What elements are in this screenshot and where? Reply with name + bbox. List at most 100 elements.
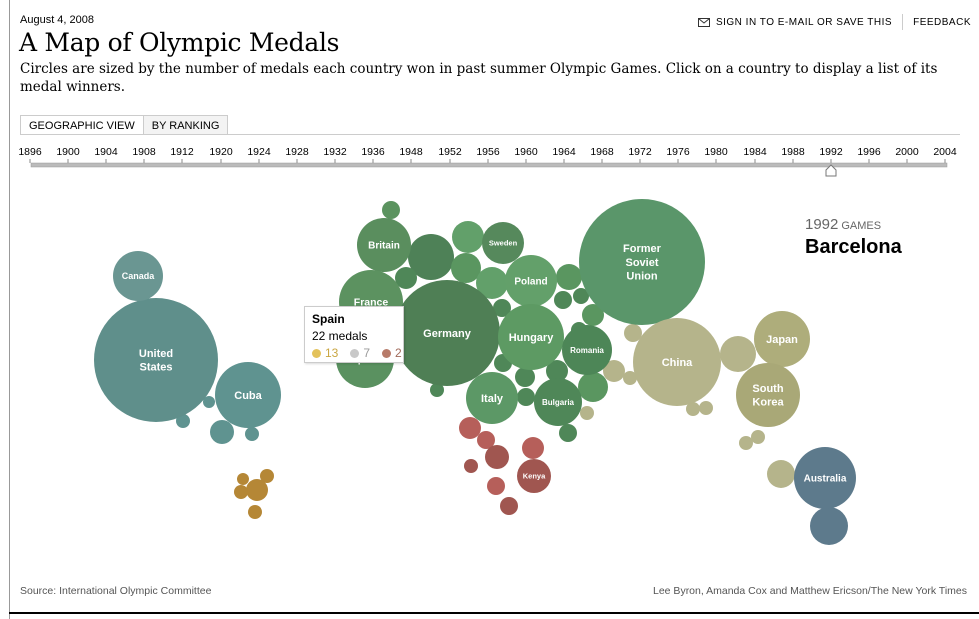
- bubble-label-south-korea: South Korea: [752, 383, 784, 409]
- country-bubble[interactable]: [582, 304, 604, 326]
- country-bubble[interactable]: [623, 371, 637, 385]
- timeline-year-1968[interactable]: 1968: [590, 146, 614, 158]
- timeline-year-1956[interactable]: 1956: [476, 146, 500, 158]
- sign-in-link[interactable]: SIGN IN TO E-MAIL OR SAVE THIS: [697, 17, 892, 28]
- timeline-year-2004[interactable]: 2004: [933, 146, 957, 158]
- timeline-year-1960[interactable]: 1960: [514, 146, 538, 158]
- country-bubble[interactable]: [452, 221, 484, 253]
- bubble-australia[interactable]: [794, 447, 856, 509]
- bubble-bulgaria[interactable]: [534, 378, 582, 426]
- country-bubble[interactable]: [739, 436, 753, 450]
- bubble-poland[interactable]: [505, 255, 557, 307]
- country-bubble[interactable]: [485, 445, 509, 469]
- timeline-year-1936[interactable]: 1936: [361, 146, 385, 158]
- bubble-cuba[interactable]: [215, 362, 281, 428]
- country-bubble[interactable]: [395, 267, 417, 289]
- bubble-label-china: China: [662, 357, 693, 369]
- country-bubble[interactable]: [234, 485, 248, 499]
- bubble-label-romania: Romania: [570, 346, 604, 355]
- timeline-year-1932[interactable]: 1932: [323, 146, 347, 158]
- country-bubble[interactable]: [699, 401, 713, 415]
- timeline-year-1900[interactable]: 1900: [56, 146, 80, 158]
- country-bubble[interactable]: [751, 430, 765, 444]
- country-bubble[interactable]: [624, 324, 642, 342]
- country-bubble[interactable]: [382, 201, 400, 219]
- bubble-hungary[interactable]: [498, 304, 564, 370]
- country-bubble[interactable]: [573, 288, 589, 304]
- country-bubble[interactable]: [245, 427, 259, 441]
- country-bubble[interactable]: [767, 460, 795, 488]
- country-bubble[interactable]: [810, 507, 848, 545]
- country-bubble[interactable]: [176, 414, 190, 428]
- country-bubble[interactable]: [459, 417, 481, 439]
- country-bubble[interactable]: [451, 253, 481, 283]
- country-bubble[interactable]: [260, 469, 274, 483]
- country-bubble[interactable]: [517, 388, 535, 406]
- year-timeline[interactable]: 1896 1900 1904 1908 1912 1920 1924 1928 1932 1936…: [0, 138, 979, 178]
- feedback-link[interactable]: FEEDBACK: [913, 16, 971, 28]
- country-bubble[interactable]: [603, 360, 625, 382]
- bubble-former-soviet-union[interactable]: [579, 199, 705, 325]
- timeline-year-1920[interactable]: 1920: [209, 146, 233, 158]
- timeline-year-1952[interactable]: 1952: [438, 146, 462, 158]
- tab-by-ranking[interactable]: BY RANKING: [143, 115, 229, 135]
- timeline-year-1896[interactable]: 1896: [18, 146, 42, 158]
- timeline-year-1904[interactable]: 1904: [94, 146, 118, 158]
- country-bubble[interactable]: [237, 473, 249, 485]
- bubble-italy[interactable]: [466, 372, 518, 424]
- timeline-year-1964[interactable]: 1964: [552, 146, 576, 158]
- timeline-track[interactable]: [30, 162, 948, 168]
- top-nav: SIGN IN TO E-MAIL OR SAVE THIS FEEDBACK: [697, 14, 971, 30]
- country-bubble[interactable]: [203, 396, 215, 408]
- timeline-year-1996[interactable]: 1996: [857, 146, 881, 158]
- country-bubble[interactable]: [210, 420, 234, 444]
- country-bubble[interactable]: [554, 291, 572, 309]
- country-bubble[interactable]: [464, 459, 478, 473]
- timeline-year-1948[interactable]: 1948: [399, 146, 423, 158]
- frame-left-border: [9, 0, 10, 619]
- country-bubble[interactable]: [580, 406, 594, 420]
- country-bubble[interactable]: [556, 264, 582, 290]
- country-bubble[interactable]: [720, 336, 756, 372]
- country-bubble[interactable]: [248, 505, 262, 519]
- timeline-year-1992[interactable]: 1992: [819, 146, 843, 158]
- timeline-year-1976[interactable]: 1976: [666, 146, 690, 158]
- bubble-south-korea[interactable]: [736, 363, 800, 427]
- bubble-britain[interactable]: [357, 218, 411, 272]
- bubble-romania[interactable]: [562, 325, 612, 375]
- games-year: 1992 GAMES: [805, 216, 881, 233]
- timeline-year-1908[interactable]: 1908: [132, 146, 156, 158]
- bubble-canada[interactable]: [113, 251, 163, 301]
- country-bubble[interactable]: [493, 299, 511, 317]
- bubble-japan[interactable]: [754, 311, 810, 367]
- timeline-year-1980[interactable]: 1980: [704, 146, 728, 158]
- country-bubble[interactable]: [246, 479, 268, 501]
- bubble-united-states[interactable]: [94, 298, 218, 422]
- timeline-year-1984[interactable]: 1984: [743, 146, 767, 158]
- country-bubble[interactable]: [408, 234, 454, 280]
- country-bubble[interactable]: [515, 367, 535, 387]
- timeline-year-1912[interactable]: 1912: [170, 146, 194, 158]
- timeline-slider-handle[interactable]: [825, 164, 837, 177]
- country-bubble[interactable]: [476, 267, 508, 299]
- country-bubble[interactable]: [430, 383, 444, 397]
- country-bubble[interactable]: [522, 437, 544, 459]
- timeline-year-1988[interactable]: 1988: [781, 146, 805, 158]
- bubble-kenya[interactable]: [517, 459, 551, 493]
- timeline-year-1972[interactable]: 1972: [628, 146, 652, 158]
- country-bubble[interactable]: [477, 431, 495, 449]
- bronze-count: 2: [395, 346, 402, 360]
- bubble-china[interactable]: [633, 318, 721, 406]
- country-bubble[interactable]: [578, 372, 608, 402]
- country-bubble[interactable]: [487, 477, 505, 495]
- bubble-germany[interactable]: [394, 280, 500, 386]
- timeline-year-2000[interactable]: 2000: [895, 146, 919, 158]
- country-bubble[interactable]: [546, 360, 568, 382]
- timeline-year-1924[interactable]: 1924: [247, 146, 271, 158]
- timeline-year-1928[interactable]: 1928: [285, 146, 309, 158]
- tab-geographic-view[interactable]: GEOGRAPHIC VIEW: [20, 115, 144, 135]
- bubble-sweden[interactable]: [482, 222, 524, 264]
- country-bubble[interactable]: [686, 402, 700, 416]
- country-bubble[interactable]: [559, 424, 577, 442]
- country-bubble[interactable]: [500, 497, 518, 515]
